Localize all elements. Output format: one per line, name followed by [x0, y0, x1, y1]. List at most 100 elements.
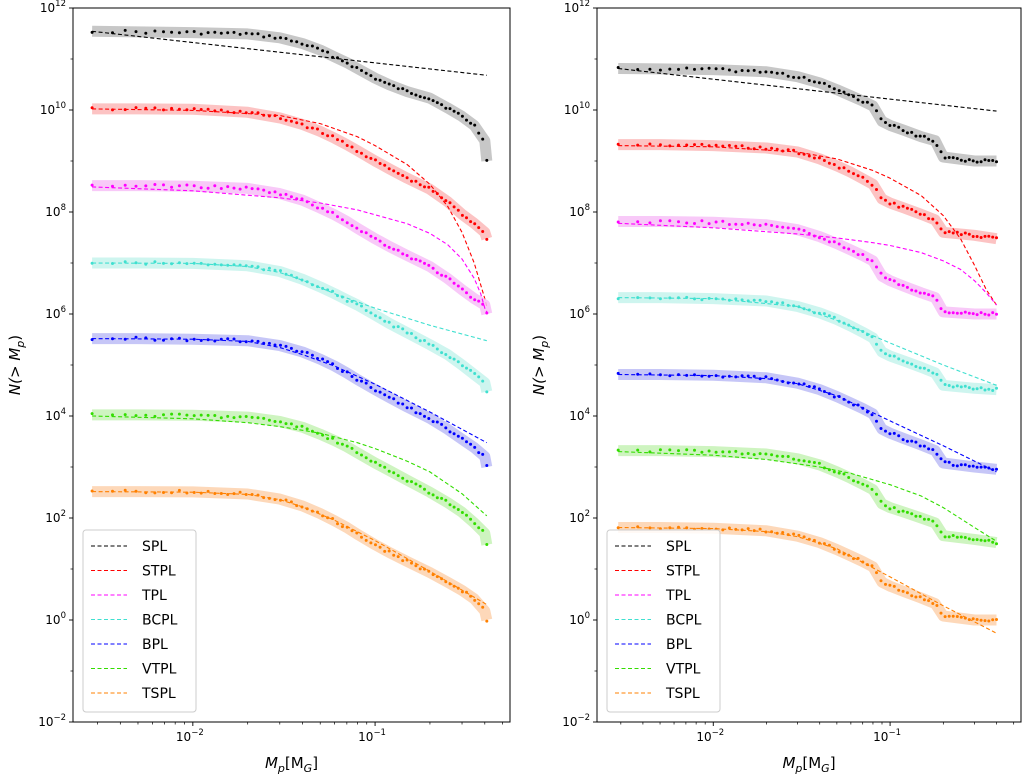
data-point	[905, 285, 909, 289]
data-point	[350, 65, 354, 69]
data-point	[316, 285, 319, 289]
data-point	[955, 230, 959, 234]
data-point	[914, 365, 918, 368]
data-point	[983, 619, 987, 623]
data-point	[435, 347, 439, 351]
data-point	[888, 202, 892, 206]
data-point	[943, 615, 947, 619]
data-point	[410, 92, 413, 95]
data-point	[226, 337, 230, 341]
data-point	[685, 143, 689, 147]
data-point	[842, 552, 846, 556]
data-point	[427, 569, 431, 573]
data-point	[192, 261, 196, 265]
data-point	[423, 414, 426, 418]
data-point	[90, 338, 94, 342]
data-point	[431, 493, 435, 497]
band-bcpl	[92, 257, 493, 393]
data-point	[752, 374, 756, 378]
data-point	[144, 184, 148, 188]
data-point	[410, 257, 413, 261]
data-point	[192, 107, 196, 111]
data-point	[232, 111, 236, 115]
data-point	[345, 370, 349, 374]
y-tick-label: 108	[45, 203, 66, 219]
data-point	[901, 438, 905, 442]
data-point	[392, 247, 396, 251]
data-point	[435, 575, 439, 579]
data-point	[884, 198, 887, 202]
data-point	[321, 49, 325, 53]
data-point	[452, 432, 456, 436]
data-point	[987, 619, 991, 623]
data-point	[123, 488, 127, 492]
data-point	[477, 299, 481, 303]
data-point	[727, 68, 731, 72]
data-point	[423, 487, 426, 491]
data-point	[939, 530, 943, 534]
data-point	[262, 268, 266, 272]
data-point	[817, 81, 821, 85]
data-point	[807, 308, 811, 312]
data-point	[888, 354, 892, 358]
data-point	[485, 464, 489, 467]
data-point	[199, 32, 203, 36]
data-point	[648, 142, 652, 146]
data-point	[401, 402, 405, 406]
data-point	[213, 339, 217, 343]
series-stpl	[616, 139, 998, 306]
data-point	[931, 217, 935, 221]
data-point	[232, 416, 236, 420]
data-point	[456, 284, 460, 288]
data-point	[812, 385, 816, 389]
data-point	[387, 549, 391, 553]
data-point	[807, 537, 811, 541]
legend-label: TPL	[665, 588, 691, 604]
data-point	[951, 614, 955, 618]
fit-line-tspl	[618, 526, 997, 634]
data-point	[177, 336, 181, 340]
data-point	[477, 131, 481, 135]
data-point	[452, 357, 456, 361]
data-point	[340, 295, 344, 299]
data-point	[185, 339, 189, 343]
data-point	[781, 454, 785, 458]
data-point	[273, 268, 277, 272]
data-point	[405, 479, 409, 483]
data-point	[827, 392, 831, 396]
data-point	[636, 296, 640, 300]
data-point	[837, 166, 841, 170]
data-point	[734, 70, 738, 74]
data-point	[616, 297, 620, 301]
data-point	[326, 134, 330, 138]
data-point	[700, 142, 704, 146]
data-point	[392, 325, 396, 329]
data-point	[685, 526, 689, 530]
data-point	[721, 375, 725, 379]
data-point	[752, 147, 756, 151]
data-point	[721, 528, 725, 532]
data-point	[350, 375, 354, 378]
data-point	[918, 444, 922, 448]
data-point	[310, 509, 314, 513]
data-point	[975, 387, 979, 391]
data-point	[775, 71, 779, 75]
data-point	[383, 549, 387, 553]
data-point	[865, 333, 869, 337]
data-point	[144, 491, 148, 495]
data-point	[279, 269, 282, 273]
data-point	[648, 296, 652, 300]
data-point	[955, 311, 959, 315]
series-stpl	[90, 103, 493, 307]
data-point	[336, 367, 339, 370]
data-point	[244, 185, 248, 189]
data-point	[340, 525, 344, 529]
data-point	[884, 121, 887, 124]
data-point	[219, 416, 223, 420]
data-point	[847, 553, 851, 557]
data-point	[244, 111, 248, 115]
data-point	[792, 226, 796, 230]
data-point	[951, 463, 955, 467]
data-point	[856, 480, 860, 484]
data-point	[931, 448, 935, 452]
